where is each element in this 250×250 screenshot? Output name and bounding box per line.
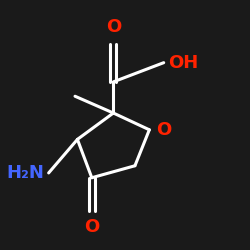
Text: O: O (156, 121, 172, 139)
Text: OH: OH (168, 54, 199, 72)
Text: H₂N: H₂N (6, 164, 44, 182)
Text: O: O (84, 218, 100, 236)
Text: O: O (106, 18, 121, 36)
